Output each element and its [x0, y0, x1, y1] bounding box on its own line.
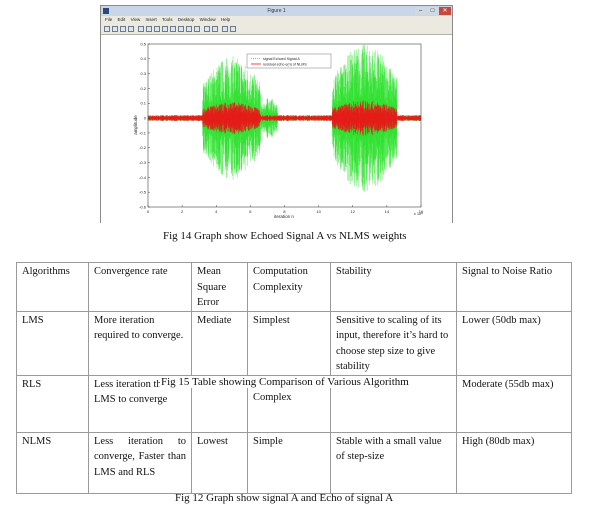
table-cell: Stable with a small value of step-size	[330, 431, 457, 494]
brush-icon[interactable]	[186, 26, 192, 32]
data-cursor-icon[interactable]	[178, 26, 184, 32]
new-figure-icon[interactable]	[104, 26, 110, 32]
y-tick-label: -0.6	[139, 204, 147, 209]
matlab-app-icon	[103, 8, 109, 14]
x-tick-label: 6	[249, 209, 252, 214]
table-cell: Lower (50db max)	[456, 310, 572, 376]
y-tick-label: -0.5	[139, 190, 147, 195]
table-cell: Moderate (55db max)	[456, 374, 572, 433]
pan-icon[interactable]	[162, 26, 168, 32]
menu-edit[interactable]: Edit	[117, 17, 126, 22]
y-tick-label: 0.5	[140, 41, 146, 46]
pointer-icon[interactable]	[138, 26, 144, 32]
close-button[interactable]: ✕	[439, 7, 451, 15]
table-row: LMS More iteration required to converge.…	[16, 310, 572, 376]
legend-icon[interactable]	[212, 26, 218, 32]
figure-window: Figure 1 – □ ✕ File Edit View Insert Too…	[100, 5, 453, 223]
save-icon[interactable]	[120, 26, 126, 32]
zoom-out-icon[interactable]	[154, 26, 160, 32]
y-tick-label: -0.4	[139, 175, 147, 180]
legend-entry-echoed: signal Echoed Signal A	[263, 57, 300, 61]
table-cell: Simplest	[247, 310, 331, 376]
menu-insert[interactable]: Insert	[145, 17, 157, 22]
y-tick-label: 0.1	[140, 101, 146, 106]
legend-entry-residual: residual echo e(n) of NLMS	[263, 63, 307, 67]
table-row: RLS Less iteration than LMS to converge …	[16, 374, 572, 433]
link-icon[interactable]	[194, 26, 200, 32]
y-tick-label: -0.2	[139, 145, 147, 150]
figure-12-caption: Fig 12 Graph show signal A and Echo of s…	[175, 492, 394, 504]
figure-14-caption: Fig 14 Graph show Echoed Signal A vs NLM…	[163, 230, 407, 242]
table-cell: NLMS	[16, 431, 89, 494]
menu-file[interactable]: File	[105, 17, 113, 22]
y-tick-label: -0.3	[139, 160, 147, 165]
table-cell: Sensitive to scaling of its input, there…	[330, 310, 457, 376]
x-tick-label: 2	[181, 209, 184, 214]
x-tick-label: 4	[215, 209, 218, 214]
colorbar-icon[interactable]	[204, 26, 210, 32]
x-tick-label: 10	[316, 209, 321, 214]
legend[interactable]: signal Echoed Signal A residual echo e(n…	[246, 53, 332, 69]
maximize-button[interactable]: □	[427, 7, 438, 15]
header-cell: Signal to Noise Ratio	[456, 262, 572, 312]
y-tick-label: -0.1	[139, 130, 147, 135]
table-cell: Mediate	[191, 310, 248, 376]
table-cell: More iteration required to converge.	[88, 310, 192, 376]
show-plot-tools-icon[interactable]	[230, 26, 236, 32]
header-cell: Computation Complexity	[247, 262, 331, 312]
table-cell: Less iteration than LMS to converge	[88, 374, 192, 433]
window-titlebar: Figure 1 – □ ✕	[101, 6, 452, 16]
header-cell: Convergence rate	[88, 262, 192, 312]
figure-15-caption: Fig 15 Table showing Comparison of Vario…	[160, 376, 410, 388]
table-cell: Lowest	[191, 431, 248, 494]
x-axis-exponent: x 10⁴	[414, 211, 424, 216]
menu-desktop[interactable]: Desktop	[177, 17, 195, 22]
open-file-icon[interactable]	[112, 26, 118, 32]
x-tick-label: 8	[283, 209, 286, 214]
rotate-icon[interactable]	[170, 26, 176, 32]
header-cell: Stability	[330, 262, 457, 312]
figure-toolbar	[101, 24, 452, 35]
y-tick-label: 0	[144, 115, 147, 120]
y-tick-label: 0.2	[140, 86, 146, 91]
menu-view[interactable]: View	[130, 17, 141, 22]
window-title: Figure 1	[267, 8, 286, 14]
x-axis-label: iteration n	[274, 214, 294, 219]
echo-plot: 0 2 4 6 8 10 12 14 16 0.5 0.4 0.3 0.2 0.1 0 -0.1 -0.2 -0.…	[101, 35, 452, 223]
x-tick-label: 16	[419, 209, 424, 214]
menu-window[interactable]: Window	[199, 17, 216, 22]
menu-tools[interactable]: Tools	[162, 17, 173, 22]
y-tick-label: 0.3	[140, 71, 146, 76]
table-cell: Less iteration to converge, Faster than …	[88, 431, 192, 494]
print-icon[interactable]	[128, 26, 134, 32]
x-tick-label: 0	[147, 209, 150, 214]
table-row: NLMS Less iteration to converge, Faster …	[16, 431, 572, 494]
table-cell: LMS	[16, 310, 89, 376]
hide-plot-tools-icon[interactable]	[222, 26, 228, 32]
y-axis-label: amplitude	[133, 115, 138, 135]
zoom-in-icon[interactable]	[146, 26, 152, 32]
header-cell: Algorithms	[16, 262, 89, 312]
algorithm-comparison-table: Algorithms Convergence rate Mean Square …	[16, 262, 572, 494]
table-cell: Simple	[247, 431, 331, 494]
table-cell: RLS	[16, 374, 89, 433]
x-tick-label: 14	[385, 209, 390, 214]
header-cell: Mean Square Error	[191, 262, 248, 312]
menu-bar: File Edit View Insert Tools Desktop Wind…	[101, 16, 452, 24]
y-tick-label: 0.4	[140, 56, 146, 61]
minimize-button[interactable]: –	[415, 7, 426, 15]
menu-help[interactable]: Help	[220, 17, 231, 22]
x-tick-label: 12	[351, 209, 356, 214]
table-cell: High (80db max)	[456, 431, 572, 494]
table-header-row: Algorithms Convergence rate Mean Square …	[16, 262, 572, 312]
